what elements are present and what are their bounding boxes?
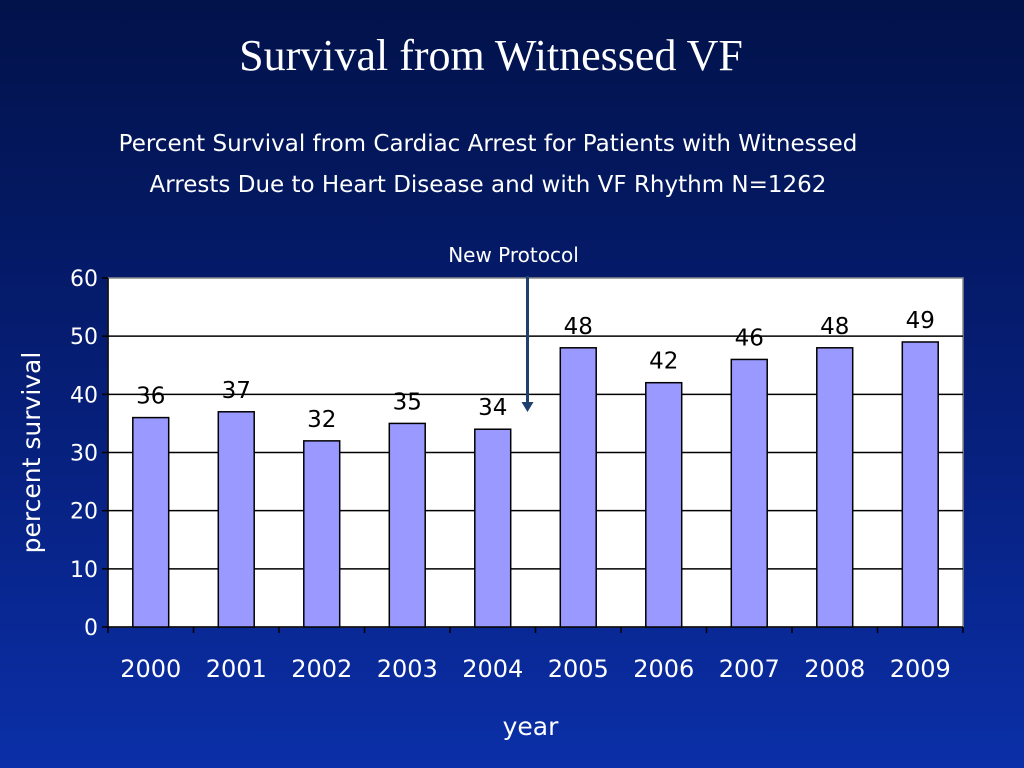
y-tick-label: 30: [70, 442, 98, 467]
chart-title: Percent Survival from Cardiac Arrest for…: [0, 124, 976, 206]
bar-2008: [816, 347, 854, 628]
y-axis-title: percent survival: [17, 352, 46, 554]
bar-2006: [645, 381, 683, 628]
data-label-2002: 32: [307, 407, 336, 433]
data-label-2009: 49: [906, 308, 935, 334]
y-tick-label: 40: [70, 383, 98, 408]
annotation-label: New Protocol: [448, 243, 579, 267]
bar-2001: [217, 411, 255, 628]
annotation-arrow-head: [521, 402, 534, 412]
x-tick-label-2002: 2002: [291, 655, 352, 683]
data-label-2003: 35: [393, 389, 422, 415]
x-tick-label-2007: 2007: [719, 655, 780, 683]
x-tick-label-2008: 2008: [804, 655, 865, 683]
y-tick-label: 60: [70, 267, 98, 292]
data-label-2008: 48: [820, 314, 849, 340]
data-label-2005: 48: [564, 314, 593, 340]
x-tick-label-2006: 2006: [633, 655, 694, 683]
y-tick-label: 0: [84, 616, 98, 641]
data-label-2004: 34: [478, 395, 507, 421]
y-tick-label: 20: [70, 500, 98, 525]
bar-2000: [132, 416, 170, 628]
y-tick-label: 50: [70, 325, 98, 350]
data-label-2001: 37: [222, 378, 251, 404]
data-label-2006: 42: [649, 349, 678, 375]
bar-2003: [388, 422, 426, 628]
x-tick-label-2004: 2004: [462, 655, 523, 683]
bar-2009: [901, 341, 939, 628]
x-tick-label-2009: 2009: [890, 655, 951, 683]
chart-title-line-1: Percent Survival from Cardiac Arrest for…: [118, 131, 858, 157]
x-tick-label-2001: 2001: [206, 655, 267, 683]
bar-2005: [559, 347, 597, 628]
x-tick-label-2000: 2000: [120, 655, 181, 683]
slide-title: Survival from Witnessed VF: [239, 31, 743, 80]
bar-2007: [730, 358, 768, 628]
bar-2002: [303, 440, 341, 628]
chart-title-line-2: Arrests Due to Heart Disease and with VF…: [149, 172, 827, 198]
bar-2004: [474, 428, 512, 628]
data-label-2007: 46: [735, 325, 764, 351]
x-tick-label-2005: 2005: [548, 655, 609, 683]
x-axis-title: year: [503, 712, 559, 741]
x-tick-label-2003: 2003: [377, 655, 438, 683]
y-tick-label: 10: [70, 558, 98, 583]
data-label-2000: 36: [136, 384, 165, 410]
